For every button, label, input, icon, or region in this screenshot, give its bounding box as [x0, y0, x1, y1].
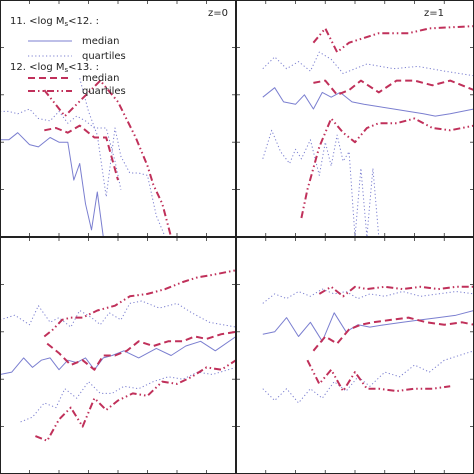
- series-line-dashdotdot-1: [44, 270, 236, 336]
- panel-frame: [237, 1, 474, 237]
- panel-bottom-left: [0, 237, 236, 474]
- series-line-dashdotdot-5: [307, 360, 450, 391]
- series-line-dotted-2: [263, 130, 379, 237]
- legend-label-median-1: median: [82, 36, 120, 47]
- legend-group2-title-tail: <13. :: [68, 62, 99, 73]
- legend-group1-title-main: 11. <log M: [10, 16, 65, 27]
- series-line-dashdotdot-3: [313, 26, 474, 52]
- series-line-dotted-4: [21, 367, 236, 422]
- series-line-dotted-2: [80, 78, 166, 237]
- series-line-dashdotdot-5: [301, 119, 474, 219]
- panel-frame: [237, 238, 474, 474]
- series-line-dashed-4: [313, 81, 474, 95]
- legend-label-quartiles-1: quartiles: [82, 51, 126, 62]
- series-line-solid-1: [0, 133, 103, 237]
- panel-bottom-right: [236, 237, 474, 474]
- series-line-dashed-3: [313, 318, 474, 351]
- legend: 11. <log Ms<12. : median quartiles 12. <…: [10, 16, 126, 97]
- legend-label-quartiles-2: quartiles: [82, 86, 126, 97]
- legend-label-median-2: median: [82, 73, 120, 84]
- annotation-z0: z=0: [208, 8, 228, 19]
- panel-frame: [1, 238, 236, 474]
- annotation-z1: z=1: [424, 8, 444, 19]
- legend-group2-title-main: 12. <log M: [10, 62, 65, 73]
- series-line-dotted-0: [0, 109, 121, 190]
- series-line-solid-2: [0, 337, 236, 375]
- series-line-dotted-0: [263, 52, 474, 76]
- legend-group1-title: 11. <log Ms<12. :: [10, 16, 99, 28]
- series-line-dotted-0: [263, 289, 474, 303]
- series-line-dashdotdot-5: [35, 360, 236, 441]
- panel-top-right: [236, 0, 474, 237]
- series-line-dashdotdot-1: [319, 287, 474, 297]
- legend-group1-title-tail: <12. :: [68, 16, 99, 27]
- series-line-solid-1: [263, 88, 474, 116]
- series-line-dashdotdot-4: [44, 81, 171, 237]
- series-line-dotted-4: [263, 351, 474, 403]
- series-line-solid-2: [263, 311, 474, 342]
- series-line-dashed-3: [47, 332, 236, 370]
